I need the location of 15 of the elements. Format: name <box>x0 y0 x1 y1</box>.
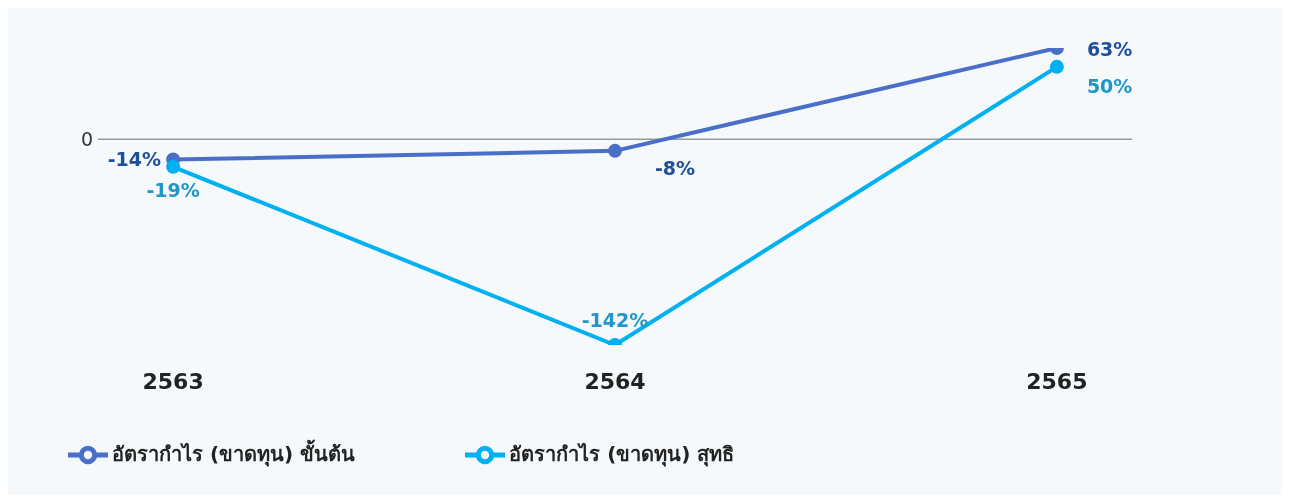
ref-line-label: 0 <box>80 128 93 151</box>
x-tick-label: 2563 <box>142 368 204 394</box>
x-tick-label: 2564 <box>584 368 646 394</box>
data-label: -19% <box>146 178 200 201</box>
x-tick-label: 2565 <box>1026 368 1088 394</box>
data-label: -8% <box>654 156 696 179</box>
data-label: 50% <box>1086 74 1133 97</box>
point <box>166 159 181 174</box>
legend-label: อัตรากำไร (ขาดทุน) สุทธิ <box>509 441 735 466</box>
data-label: 63% <box>1086 38 1133 60</box>
legend-label: อัตรากำไร (ขาดทุน) ขั้นต้น <box>112 441 356 466</box>
data-label: -142% <box>581 309 649 331</box>
point <box>1049 59 1064 74</box>
point <box>608 143 622 158</box>
data-label: -14% <box>107 147 162 170</box>
